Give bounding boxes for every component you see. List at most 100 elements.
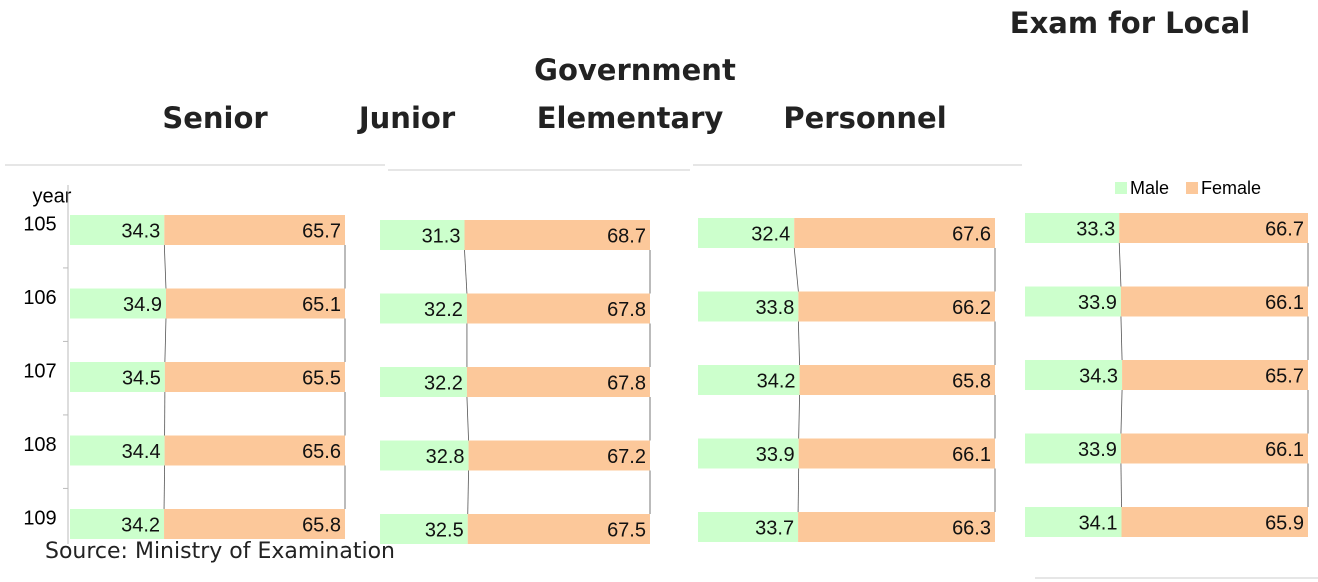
value-label: 34.3	[121, 220, 160, 242]
value-label: 33.9	[1078, 439, 1117, 461]
bar-segment	[1025, 286, 1121, 317]
value-label: 31.3	[422, 225, 461, 247]
bar-segment	[1119, 213, 1308, 243]
value-label: 32.4	[751, 223, 790, 245]
bar-segment	[1025, 433, 1121, 464]
value-label: 67.8	[607, 372, 646, 394]
series-line	[1120, 316, 1123, 361]
bar-segment	[698, 291, 799, 322]
heading: Junior	[357, 101, 456, 135]
y-tick-label: 105	[23, 213, 56, 235]
value-label: 34.4	[122, 441, 161, 463]
heading: Senior	[162, 101, 268, 135]
heading: Exam for Local	[1010, 6, 1250, 40]
bar-segment	[466, 293, 650, 324]
value-label: 66.3	[952, 517, 991, 539]
bar-segment	[1122, 360, 1308, 390]
value-label: 33.9	[1078, 292, 1117, 314]
bar-segment	[380, 367, 467, 397]
heading: Personnel	[783, 101, 946, 135]
value-label: 33.3	[1076, 218, 1115, 240]
bar-segment	[1120, 286, 1308, 317]
heading: Government	[534, 53, 736, 87]
bar-segment	[380, 220, 465, 250]
value-label: 66.7	[1265, 218, 1304, 240]
bar-segment	[164, 435, 345, 466]
series-line	[797, 321, 800, 366]
bar-segment	[164, 509, 345, 539]
value-label: 32.2	[424, 299, 463, 321]
value-label: 65.8	[302, 514, 341, 536]
bar-segment	[1025, 213, 1120, 243]
series-line	[464, 249, 468, 294]
y-tick-label: 106	[23, 287, 56, 309]
series-line	[163, 244, 167, 289]
value-label: 65.8	[952, 370, 991, 392]
bar-segment	[698, 438, 799, 469]
value-label: 67.5	[607, 519, 646, 541]
value-label: 65.5	[302, 367, 341, 389]
value-label: 34.2	[757, 370, 796, 392]
legend-swatch	[1186, 182, 1199, 194]
value-label: 33.7	[755, 517, 794, 539]
value-label: 66.1	[1265, 439, 1304, 461]
bar-segment	[165, 288, 345, 319]
bar-segment	[468, 440, 650, 471]
bar-segment	[467, 514, 650, 544]
value-label: 65.7	[1265, 365, 1304, 387]
bar-segment	[698, 512, 799, 542]
bar-segment	[380, 514, 468, 544]
bar-segment	[464, 220, 650, 250]
series-line	[1118, 242, 1122, 287]
series-line	[793, 247, 799, 292]
series-line	[163, 465, 165, 510]
value-label: 66.1	[952, 444, 991, 466]
value-label: 32.2	[424, 372, 463, 394]
bar-segment	[1025, 360, 1123, 390]
y-tick-label: 109	[23, 507, 56, 529]
bar-segment	[70, 215, 165, 245]
heading: Elementary	[537, 101, 724, 135]
bar-segment	[799, 365, 995, 395]
value-label: 34.9	[123, 294, 162, 316]
legend-swatch	[1115, 182, 1127, 194]
series-line	[1120, 463, 1122, 508]
bar-segment	[794, 218, 995, 248]
bar-segment	[70, 362, 165, 392]
value-label: 32.8	[426, 446, 465, 468]
bar-segment	[798, 291, 995, 322]
value-label: 34.2	[121, 514, 160, 536]
value-label: 32.5	[425, 519, 464, 541]
bar-segment	[380, 293, 467, 324]
bar-segment	[164, 215, 345, 245]
bar-segment	[798, 438, 995, 469]
series-line	[798, 394, 800, 439]
y-tick-label: 108	[23, 434, 56, 456]
value-label: 67.2	[607, 446, 646, 468]
y-axis-label: year	[33, 185, 72, 207]
bar-segment	[70, 509, 165, 539]
bar-segment	[698, 365, 800, 395]
legend-label: Male	[1130, 178, 1169, 198]
value-label: 68.7	[607, 225, 646, 247]
value-label: 34.1	[1079, 512, 1118, 534]
bar-segment	[70, 288, 166, 319]
source: Source: Ministry of Examination	[45, 539, 395, 564]
value-label: 67.8	[607, 299, 646, 321]
bar-segment	[1025, 507, 1122, 537]
bar-segment	[798, 512, 995, 542]
value-label: 66.1	[1265, 292, 1304, 314]
value-label: 33.9	[756, 444, 795, 466]
series-line	[1120, 389, 1123, 434]
bar-segment	[380, 440, 469, 471]
value-label: 65.6	[302, 441, 341, 463]
bar-segment	[698, 218, 795, 248]
value-label: 34.5	[122, 367, 161, 389]
bar-segment	[1120, 433, 1308, 464]
series-line	[164, 318, 167, 363]
bar-segment	[164, 362, 345, 392]
bar-segment	[466, 367, 650, 397]
value-label: 65.7	[302, 220, 341, 242]
legend-label: Female	[1201, 178, 1261, 198]
